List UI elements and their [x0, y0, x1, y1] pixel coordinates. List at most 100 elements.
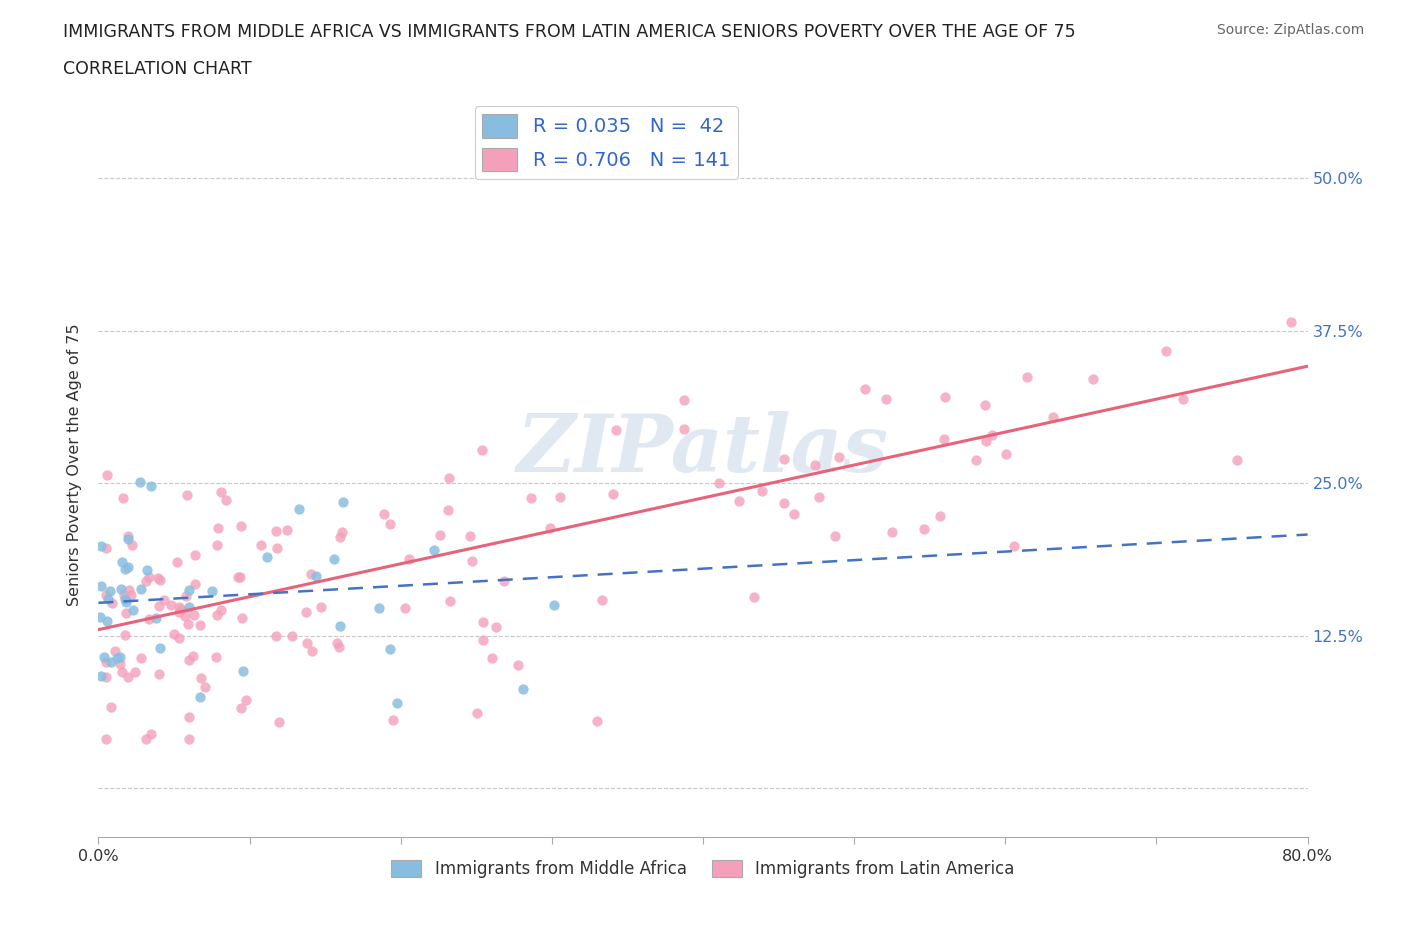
Point — [183, 649, 205, 664]
Point — [96, 614, 118, 629]
Point — [188, 618, 211, 632]
Point — [121, 538, 143, 552]
Point — [1081, 372, 1104, 387]
Point — [201, 584, 224, 599]
Point — [153, 593, 176, 608]
Point — [326, 635, 349, 650]
Point — [148, 599, 170, 614]
Point — [965, 453, 987, 468]
Point — [973, 398, 995, 413]
Point — [807, 490, 830, 505]
Point — [173, 608, 195, 623]
Point — [162, 627, 184, 642]
Point — [115, 594, 138, 609]
Point — [112, 588, 135, 603]
Point — [159, 597, 181, 612]
Point — [177, 732, 200, 747]
Point — [114, 562, 136, 577]
Point — [465, 706, 488, 721]
Point — [179, 600, 201, 615]
Point — [543, 597, 565, 612]
Point — [205, 538, 228, 553]
Point — [176, 487, 198, 502]
Point — [508, 658, 530, 672]
Point — [166, 554, 188, 569]
Point — [146, 570, 169, 585]
Y-axis label: Seniors Poverty Over the Age of 75: Seniors Poverty Over the Age of 75 — [67, 324, 83, 606]
Point — [231, 610, 253, 625]
Point — [266, 540, 288, 555]
Point — [742, 590, 765, 604]
Point — [1226, 453, 1249, 468]
Point — [256, 550, 278, 565]
Point — [120, 587, 142, 602]
Point — [111, 665, 134, 680]
Point — [437, 471, 460, 485]
Point — [439, 593, 461, 608]
Point — [934, 432, 956, 446]
Point — [309, 600, 332, 615]
Point — [100, 699, 122, 714]
Point — [101, 595, 124, 610]
Point — [94, 541, 117, 556]
Point — [1042, 409, 1064, 424]
Point — [209, 603, 232, 618]
Point — [148, 667, 170, 682]
Point — [378, 516, 401, 531]
Point — [460, 529, 482, 544]
Point — [131, 581, 153, 596]
Point — [105, 651, 128, 666]
Point — [231, 519, 253, 534]
Point — [586, 713, 609, 728]
Point — [174, 589, 197, 604]
Point — [184, 577, 207, 591]
Text: ZIPatlas: ZIPatlas — [517, 411, 889, 489]
Point — [329, 618, 352, 633]
Point — [492, 574, 515, 589]
Point — [974, 433, 997, 448]
Point — [368, 600, 391, 615]
Point — [104, 644, 127, 658]
Point — [288, 501, 311, 516]
Point — [209, 485, 232, 499]
Point — [484, 619, 506, 634]
Point — [90, 668, 112, 683]
Point — [323, 551, 346, 566]
Point — [138, 569, 160, 584]
Point — [111, 490, 134, 505]
Point — [934, 390, 956, 405]
Point — [228, 570, 250, 585]
Point — [117, 583, 139, 598]
Point — [266, 524, 288, 538]
Point — [94, 670, 117, 684]
Point — [100, 654, 122, 669]
Point — [472, 615, 495, 630]
Point — [1002, 538, 1025, 553]
Point — [264, 629, 287, 644]
Point — [332, 495, 354, 510]
Point — [149, 641, 172, 656]
Point — [330, 525, 353, 539]
Point — [295, 635, 318, 650]
Point — [139, 479, 162, 494]
Point — [540, 521, 562, 536]
Point — [167, 631, 190, 645]
Point — [305, 568, 328, 583]
Point — [226, 570, 249, 585]
Point — [94, 587, 117, 602]
Point — [204, 650, 226, 665]
Point — [111, 554, 134, 569]
Point — [728, 494, 751, 509]
Point — [136, 563, 159, 578]
Point — [385, 696, 408, 711]
Point — [179, 652, 201, 667]
Point — [328, 640, 350, 655]
Point — [707, 475, 730, 490]
Point — [398, 551, 420, 566]
Point — [177, 617, 200, 631]
Point — [471, 632, 494, 647]
Point — [131, 650, 153, 665]
Text: IMMIGRANTS FROM MIDDLE AFRICA VS IMMIGRANTS FROM LATIN AMERICA SENIORS POVERTY O: IMMIGRANTS FROM MIDDLE AFRICA VS IMMIGRA… — [63, 23, 1076, 41]
Point — [773, 452, 796, 467]
Point — [96, 468, 118, 483]
